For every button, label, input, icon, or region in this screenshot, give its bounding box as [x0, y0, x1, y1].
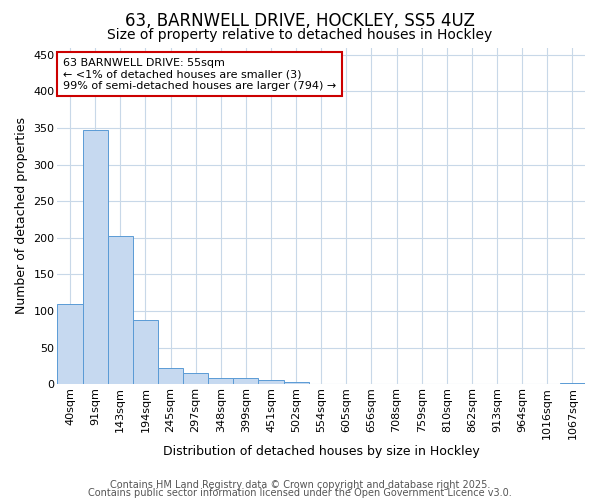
Bar: [233, 378, 259, 384]
Bar: [208, 378, 233, 384]
Text: 63, BARNWELL DRIVE, HOCKLEY, SS5 4UZ: 63, BARNWELL DRIVE, HOCKLEY, SS5 4UZ: [125, 12, 475, 30]
Text: Contains HM Land Registry data © Crown copyright and database right 2025.: Contains HM Land Registry data © Crown c…: [110, 480, 490, 490]
Bar: [158, 368, 183, 384]
Text: 63 BARNWELL DRIVE: 55sqm
← <1% of detached houses are smaller (3)
99% of semi-de: 63 BARNWELL DRIVE: 55sqm ← <1% of detach…: [63, 58, 336, 91]
Bar: [133, 320, 158, 384]
Bar: [58, 304, 83, 384]
Y-axis label: Number of detached properties: Number of detached properties: [15, 118, 28, 314]
Bar: [183, 374, 208, 384]
Bar: [284, 382, 308, 384]
Bar: [83, 130, 108, 384]
Bar: [108, 236, 133, 384]
Bar: [259, 380, 284, 384]
Text: Size of property relative to detached houses in Hockley: Size of property relative to detached ho…: [107, 28, 493, 42]
X-axis label: Distribution of detached houses by size in Hockley: Distribution of detached houses by size …: [163, 444, 479, 458]
Text: Contains public sector information licensed under the Open Government Licence v3: Contains public sector information licen…: [88, 488, 512, 498]
Bar: [560, 383, 585, 384]
